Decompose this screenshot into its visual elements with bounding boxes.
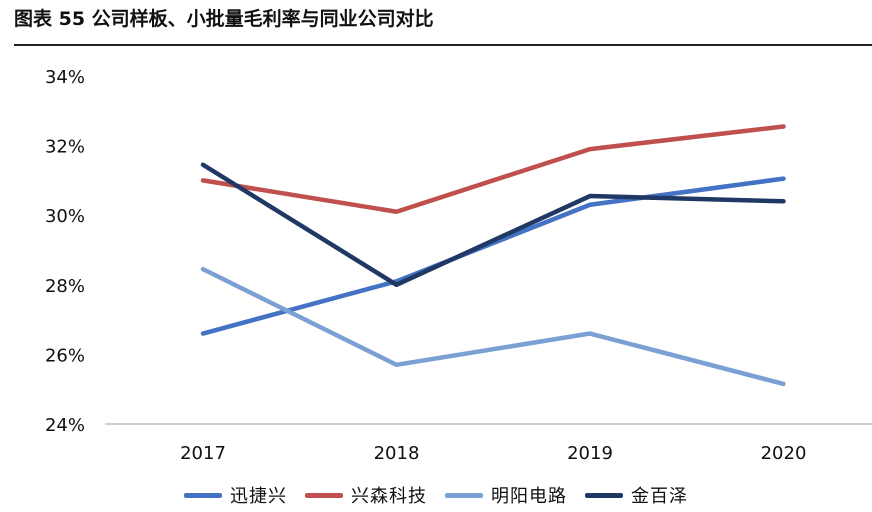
- x-tick-label: 2019: [567, 443, 613, 464]
- legend-label: 金百泽: [631, 486, 688, 507]
- y-tick-label: 30%: [45, 206, 85, 227]
- series-line-2: [200, 124, 786, 214]
- legend-label: 兴森科技: [351, 486, 427, 507]
- chart-legend: 迅捷兴 兴森科技 明阳电路 金百泽: [0, 481, 872, 509]
- legend-item: 兴森科技: [305, 482, 427, 508]
- series-lines: [200, 124, 786, 387]
- series-line-4: [200, 162, 786, 288]
- chart-title: 图表 55 公司样板、小批量毛利率与同业公司对比: [14, 8, 434, 30]
- legend-swatch: [305, 492, 343, 498]
- y-tick-label: 32%: [45, 137, 85, 158]
- legend-item: 迅捷兴: [184, 482, 287, 508]
- x-tick-label: 2018: [374, 443, 420, 464]
- y-tick-label: 24%: [45, 415, 85, 436]
- legend-item: 金百泽: [585, 482, 688, 508]
- x-axis: 2017 2018 2019 2020: [105, 423, 872, 464]
- x-tick-label: 2017: [180, 443, 226, 464]
- series-line-1: [200, 176, 786, 336]
- legend-item: 明阳电路: [445, 482, 567, 508]
- y-tick-label: 26%: [45, 345, 85, 366]
- x-tick-label: 2020: [761, 443, 807, 464]
- y-tick-label: 28%: [45, 276, 85, 297]
- legend-label: 迅捷兴: [230, 486, 287, 507]
- title-divider: [14, 44, 872, 46]
- y-axis: 24% 26% 28% 30% 32% 34%: [45, 67, 85, 436]
- legend-swatch: [585, 492, 623, 498]
- y-tick-label: 34%: [45, 67, 85, 88]
- series-line-3: [200, 266, 786, 387]
- legend-label: 明阳电路: [491, 486, 567, 507]
- legend-swatch: [184, 492, 222, 498]
- legend-swatch: [445, 492, 483, 498]
